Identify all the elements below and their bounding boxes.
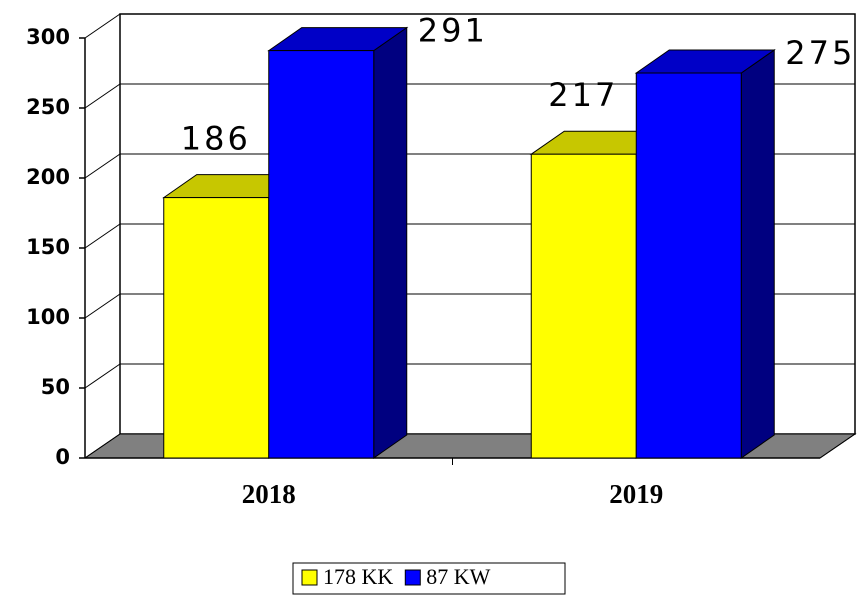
bar <box>530 153 637 459</box>
grid-line <box>84 363 121 389</box>
legend-swatch <box>301 569 318 586</box>
y-tick-label: 250 <box>26 95 70 119</box>
legend-label: 178 KK <box>323 564 393 589</box>
grid-line <box>84 83 121 109</box>
y-tick-label: 50 <box>41 375 70 399</box>
legend <box>292 562 566 595</box>
y-tick-label: 150 <box>26 235 70 259</box>
value-label: 186 <box>181 120 251 158</box>
grid-line <box>84 153 121 179</box>
y-tick-label: 300 <box>26 25 70 49</box>
x-tick-label: 2018 <box>242 479 296 509</box>
bar <box>635 72 742 459</box>
x-tick-label: 2019 <box>609 479 663 509</box>
grid-line <box>84 293 121 319</box>
y-tick-label: 200 <box>26 165 70 189</box>
y-tick-label: 100 <box>26 305 70 329</box>
grid-line <box>84 223 121 249</box>
bar <box>163 197 270 459</box>
value-label: 217 <box>548 76 618 114</box>
floor-edge <box>819 433 856 459</box>
bar-side <box>373 26 408 459</box>
grid-line <box>84 13 121 39</box>
grid-line <box>84 433 121 459</box>
y-tick-label: 0 <box>55 445 70 469</box>
bar <box>268 50 375 459</box>
bar-side <box>740 49 775 459</box>
legend-label: 87 KW <box>426 564 490 589</box>
legend-swatch <box>404 569 421 586</box>
value-label: 291 <box>418 12 488 50</box>
value-label: 275 <box>785 34 855 72</box>
